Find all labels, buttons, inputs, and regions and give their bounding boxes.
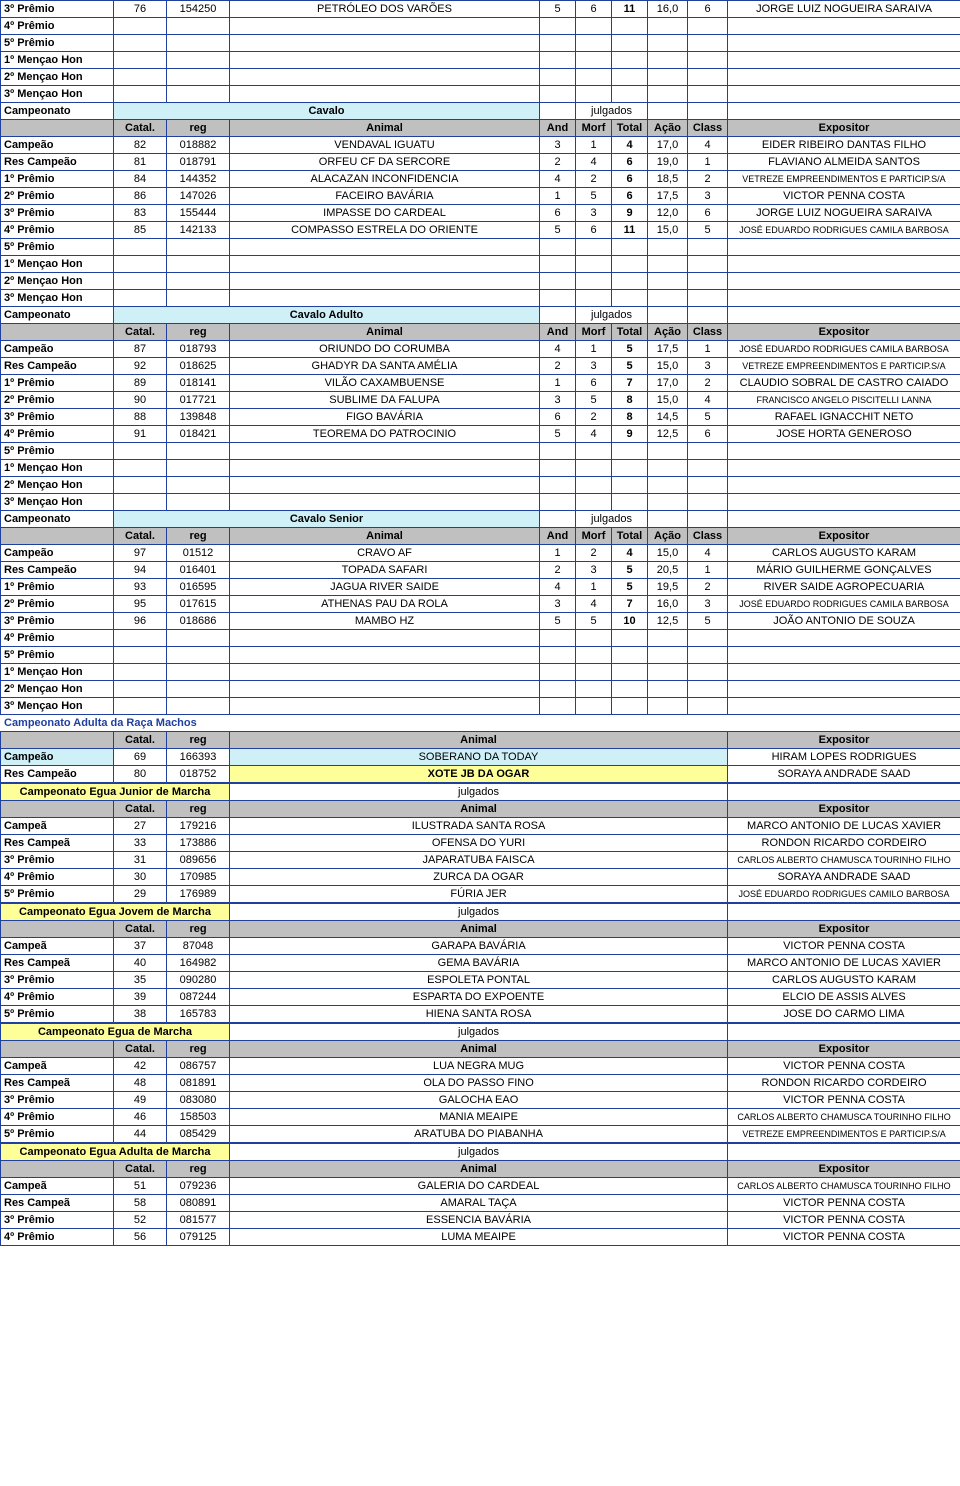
data-row: 3º Prêmio76154250PETRÓLEO DOS VARÕES5611… xyxy=(1,1,960,18)
data-row: 1º Mençao Hon xyxy=(1,460,960,477)
data-row: Campeã42086757LUA NEGRA MUGVICTOR PENNA … xyxy=(1,1058,960,1075)
data-row: 5º Prêmio xyxy=(1,239,960,256)
data-row: 3º Mençao Hon xyxy=(1,290,960,307)
data-row: 2º Mençao Hon xyxy=(1,477,960,494)
data-row: Campeã27179216ILUSTRADA SANTA ROSAMARCO … xyxy=(1,818,960,835)
data-row: 1º Prêmio93016595JAGUA RIVER SAIDE41519,… xyxy=(1,579,960,596)
data-row: 2º Mençao Hon xyxy=(1,681,960,698)
data-row: 4º Prêmio xyxy=(1,18,960,35)
section-title: Campeonato Adulta da Raça Machos xyxy=(0,715,960,731)
data-row: 1º Prêmio84144352ALACAZAN INCONFIDENCIA4… xyxy=(1,171,960,188)
data-row: 5º Prêmio29176989FÚRIA JERJOSÉ EDUARDO R… xyxy=(1,886,960,903)
data-row: Res Campeão81018791ORFEU CF DA SERCORE24… xyxy=(1,154,960,171)
header-row: Catal.regAnimalExpositor xyxy=(1,1041,960,1058)
data-row: 4º Prêmio xyxy=(1,630,960,647)
header-row: Catal.regAnimalExpositor xyxy=(1,921,960,938)
data-row: Res Campeã58080891AMARAL TAÇAVICTOR PENN… xyxy=(1,1195,960,1212)
data-row: 5º Prêmio44085429ARATUBA DO PIABANHAVETR… xyxy=(1,1126,960,1143)
data-row: Res Campeão80018752XOTE JB DA OGARSORAYA… xyxy=(1,766,960,783)
data-row: 5º Prêmio xyxy=(1,647,960,664)
section-title-row: CampeonatoCavalo Adultojulgados xyxy=(1,307,960,324)
data-row: 3º Prêmio52081577ESSENCIA BAVÁRIAVICTOR … xyxy=(1,1212,960,1229)
data-row: Campeã3787048GARAPA BAVÁRIAVICTOR PENNA … xyxy=(1,938,960,955)
data-row: Campeã51079236GALERIA DO CARDEALCARLOS A… xyxy=(1,1178,960,1195)
data-row: 3º Mençao Hon xyxy=(1,86,960,103)
data-row: 2º Mençao Hon xyxy=(1,273,960,290)
data-row: 3º Prêmio35090280ESPOLETA PONTALCARLOS A… xyxy=(1,972,960,989)
data-row: 3º Mençao Hon xyxy=(1,698,960,715)
data-row: Res Campeã33173886OFENSA DO YURIRONDON R… xyxy=(1,835,960,852)
data-row: Campeão87018793ORIUNDO DO CORUMBA41517,5… xyxy=(1,341,960,358)
section-title-row: Campeonato Egua Jovem de Marchajulgados xyxy=(1,904,960,921)
data-row: 2º Prêmio86147026FACEIRO BAVÁRIA15617,53… xyxy=(1,188,960,205)
data-row: 5º Prêmio xyxy=(1,35,960,52)
results-table: 3º Prêmio76154250PETRÓLEO DOS VARÕES5611… xyxy=(0,0,960,715)
section-title-row: CampeonatoCavalo Seniorjulgados xyxy=(1,511,960,528)
data-row: 4º Prêmio46158503MANIA MEAIPECARLOS ALBE… xyxy=(1,1109,960,1126)
header-row: Catal.regAnimalAndMorfTotalAçãoClassExpo… xyxy=(1,528,960,545)
data-row: 1º Mençao Hon xyxy=(1,256,960,273)
data-row: 3º Prêmio83155444IMPASSE DO CARDEAL63912… xyxy=(1,205,960,222)
data-row: Res Campeã40164982GEMA BAVÁRIAMARCO ANTO… xyxy=(1,955,960,972)
data-row: 3º Prêmio96018686MAMBO HZ551012,55JOÃO A… xyxy=(1,613,960,630)
data-row: 5º Prêmio38165783HIENA SANTA ROSAJOSE DO… xyxy=(1,1006,960,1023)
header-row: Catal.regAnimalExpositor xyxy=(1,1161,960,1178)
results-table-4col: Campeonato Egua Adulta de Marchajulgados… xyxy=(0,1143,960,1246)
data-row: 1º Prêmio89018141VILÃO CAXAMBUENSE16717,… xyxy=(1,375,960,392)
data-row: 4º Prêmio30170985ZURCA DA OGARSORAYA AND… xyxy=(1,869,960,886)
data-row: 4º Prêmio39087244ESPARTA DO EXPOENTEELCI… xyxy=(1,989,960,1006)
header-row: Catal.regAnimalExpositor xyxy=(1,801,960,818)
data-row: 2º Mençao Hon xyxy=(1,69,960,86)
header-row: Catal.regAnimalExpositor xyxy=(1,732,960,749)
data-row: 5º Prêmio xyxy=(1,443,960,460)
results-table-4col: Catal.regAnimalExpositorCampeão69166393S… xyxy=(0,731,960,783)
data-row: 3º Prêmio49083080GALOCHA EAOVICTOR PENNA… xyxy=(1,1092,960,1109)
data-row: 3º Prêmio31089656JAPARATUBA FAISCACARLOS… xyxy=(1,852,960,869)
section-title-row: CampeonatoCavalojulgados xyxy=(1,103,960,120)
data-row: 1º Mençao Hon xyxy=(1,52,960,69)
data-row: Campeão69166393SOBERANO DA TODAYHIRAM LO… xyxy=(1,749,960,766)
data-row: 4º Prêmio91018421TEOREMA DO PATROCINIO54… xyxy=(1,426,960,443)
data-row: 2º Prêmio95017615ATHENAS PAU DA ROLA3471… xyxy=(1,596,960,613)
data-row: Campeão9701512CRAVO AF12415,04CARLOS AUG… xyxy=(1,545,960,562)
results-table-4col: Campeonato Egua Jovem de MarchajulgadosC… xyxy=(0,903,960,1023)
data-row: Res Campeã48081891OLA DO PASSO FINORONDO… xyxy=(1,1075,960,1092)
data-row: 2º Prêmio90017721SUBLIME DA FALUPA35815,… xyxy=(1,392,960,409)
results-table-4col: Campeonato Egua de MarchajulgadosCatal.r… xyxy=(0,1023,960,1143)
data-row: 4º Prêmio85142133COMPASSO ESTRELA DO ORI… xyxy=(1,222,960,239)
data-row: 4º Prêmio56079125LUMA MEAIPEVICTOR PENNA… xyxy=(1,1229,960,1246)
section-title-row: Campeonato Egua de Marchajulgados xyxy=(1,1024,960,1041)
data-row: Campeão82018882VENDAVAL IGUATU31417,04EI… xyxy=(1,137,960,154)
header-row: Catal.regAnimalAndMorfTotalAçãoClassExpo… xyxy=(1,324,960,341)
data-row: 3º Mençao Hon xyxy=(1,494,960,511)
data-row: Res Campeão94016401TOPADA SAFARI23520,51… xyxy=(1,562,960,579)
data-row: Res Campeão92018625GHADYR DA SANTA AMÉLI… xyxy=(1,358,960,375)
section-title-row: Campeonato Egua Adulta de Marchajulgados xyxy=(1,1144,960,1161)
data-row: 1º Mençao Hon xyxy=(1,664,960,681)
section-title-row: Campeonato Egua Junior de Marchajulgados xyxy=(1,784,960,801)
data-row: 3º Prêmio88139848FIGO BAVÁRIA62814,55RAF… xyxy=(1,409,960,426)
header-row: Catal.regAnimalAndMorfTotalAçãoClassExpo… xyxy=(1,120,960,137)
results-table-4col: Campeonato Egua Junior de Marchajulgados… xyxy=(0,783,960,903)
